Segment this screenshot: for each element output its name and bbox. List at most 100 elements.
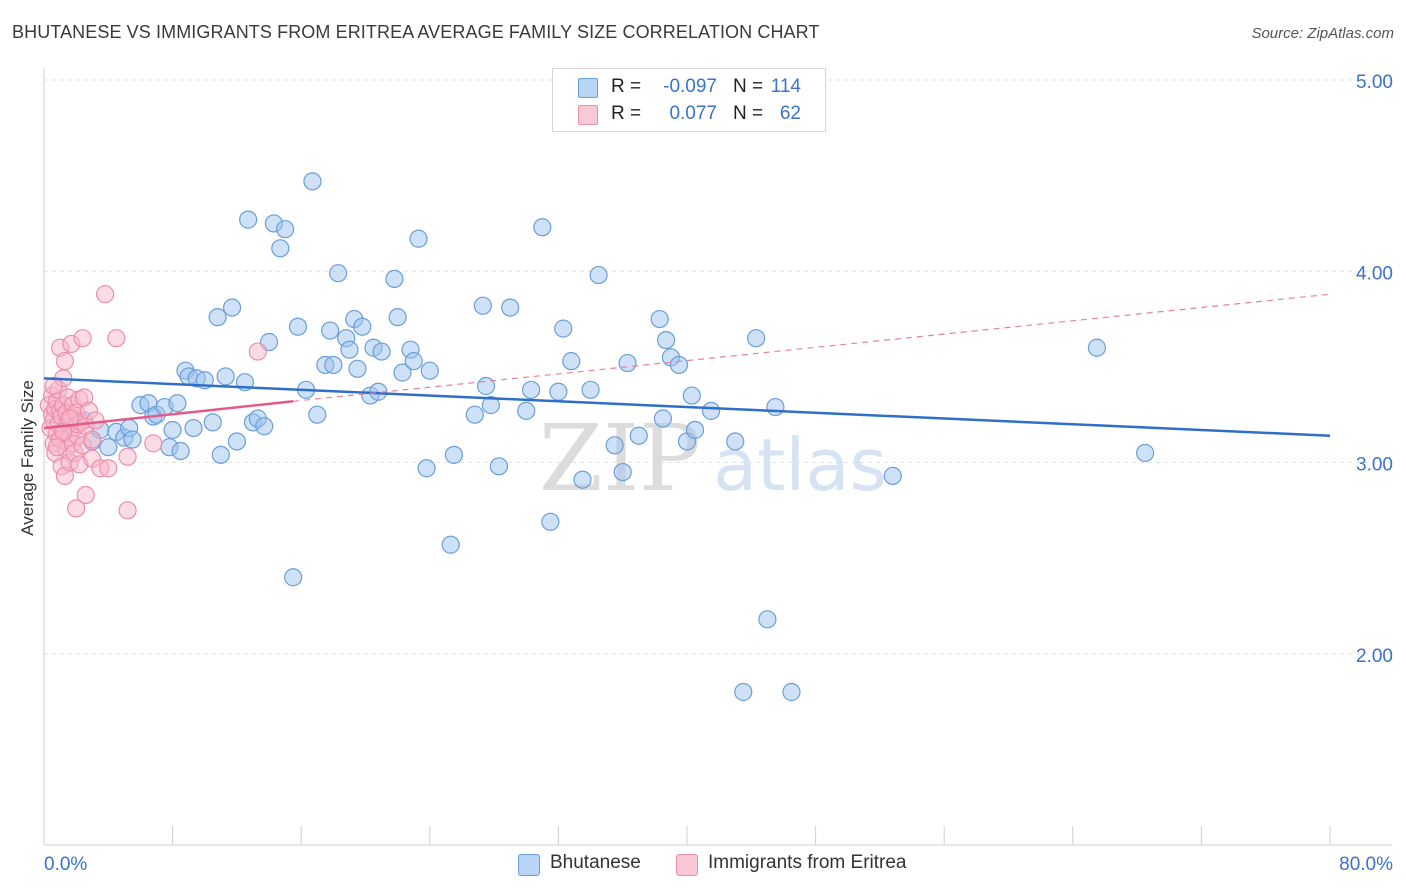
point-eritrea <box>73 329 92 348</box>
axes <box>43 68 1392 846</box>
point-bhutanese <box>682 386 701 405</box>
point-bhutanese <box>541 512 560 531</box>
trend-line-bhutanese <box>43 377 1331 437</box>
legend-r-value: 0.077 <box>669 103 717 124</box>
point-bhutanese <box>581 380 600 399</box>
point-bhutanese <box>629 426 648 445</box>
tick-labels: 2.00 3.00 4.00 5.00 0.0% 80.0% <box>44 72 1393 875</box>
point-bhutanese <box>340 340 359 359</box>
legend-n-label: N = <box>733 103 764 124</box>
point-bhutanese <box>1136 443 1155 463</box>
point-bhutanese <box>329 264 348 283</box>
point-bhutanese <box>184 418 203 438</box>
point-bhutanese <box>657 331 676 350</box>
point-bhutanese <box>521 380 541 399</box>
point-bhutanese <box>372 342 391 361</box>
point-bhutanese <box>669 355 689 375</box>
point-bhutanese <box>99 438 118 457</box>
point-bhutanese <box>444 445 464 464</box>
trend-lines <box>43 293 1331 437</box>
y-tick-label: 3.00 <box>1356 455 1393 476</box>
point-bhutanese <box>288 317 308 336</box>
point-bhutanese <box>303 172 322 191</box>
legend-n-value: 62 <box>779 103 801 124</box>
legend-swatch-eritrea <box>676 854 698 876</box>
point-bhutanese <box>685 420 705 440</box>
point-bhutanese <box>554 319 573 338</box>
trend-line-eritrea <box>43 400 294 430</box>
point-bhutanese <box>549 382 568 401</box>
point-bhutanese <box>203 413 222 432</box>
legend-r-label: R = <box>611 103 642 124</box>
point-bhutanese <box>417 459 436 478</box>
point-eritrea <box>55 352 74 371</box>
point-eritrea <box>83 430 102 449</box>
point-bhutanese <box>441 535 460 554</box>
point-bhutanese <box>324 355 343 375</box>
y-tick-label: 5.00 <box>1356 72 1393 93</box>
point-bhutanese <box>533 218 552 237</box>
point-bhutanese <box>1087 338 1107 357</box>
y-tick-label: 2.00 <box>1356 646 1393 667</box>
point-eritrea <box>144 434 163 453</box>
data-points <box>39 172 1155 702</box>
point-eritrea <box>60 409 79 428</box>
point-bhutanese <box>726 432 745 451</box>
point-bhutanese <box>650 309 669 329</box>
point-bhutanese <box>517 401 536 420</box>
legend-row-eritrea: R = 0.077 N = 62 <box>553 101 825 127</box>
legend-n-value: 114 <box>770 76 801 97</box>
point-bhutanese <box>348 359 367 378</box>
point-bhutanese <box>216 367 235 386</box>
legend-swatch-bhutanese <box>578 78 598 98</box>
point-eritrea <box>67 499 86 518</box>
chart-title: BHUTANESE VS IMMIGRANTS FROM ERITREA AVE… <box>12 22 820 42</box>
point-eritrea <box>44 376 63 396</box>
point-bhutanese <box>883 466 902 485</box>
point-bhutanese <box>476 376 496 396</box>
series-legend: Bhutanese Immigrants from Eritrea <box>0 852 1406 878</box>
point-bhutanese <box>481 396 500 415</box>
point-bhutanese <box>702 401 721 420</box>
x-tick-label-min: 0.0% <box>44 854 87 875</box>
legend-label-eritrea: Immigrants from Eritrea <box>708 852 907 873</box>
point-bhutanese <box>653 409 672 428</box>
point-bhutanese <box>168 394 187 413</box>
point-eritrea <box>107 329 126 348</box>
point-bhutanese <box>163 420 182 440</box>
legend-swatch-eritrea <box>578 105 598 125</box>
point-bhutanese <box>271 239 290 258</box>
point-eritrea <box>118 501 137 520</box>
point-bhutanese <box>618 353 637 373</box>
point-bhutanese <box>385 269 404 288</box>
point-bhutanese <box>589 265 608 285</box>
watermark-zip: ZIP <box>539 405 701 512</box>
point-bhutanese <box>420 361 439 380</box>
point-eritrea <box>99 459 118 478</box>
point-bhutanese <box>501 298 520 317</box>
point-eritrea <box>86 411 105 430</box>
point-eritrea <box>76 485 95 505</box>
legend-n-label: N = <box>733 76 764 97</box>
point-bhutanese <box>489 457 509 476</box>
point-bhutanese <box>782 682 801 702</box>
point-bhutanese <box>409 229 428 248</box>
gridlines <box>44 79 1392 655</box>
point-eritrea <box>95 285 115 304</box>
point-bhutanese <box>605 436 624 455</box>
point-eritrea <box>118 447 137 466</box>
point-eritrea <box>248 342 267 361</box>
point-bhutanese <box>321 321 340 340</box>
point-bhutanese <box>222 298 242 317</box>
point-bhutanese <box>353 317 372 336</box>
x-tick-label-max: 80.0% <box>1339 854 1393 875</box>
legend-row-bhutanese: R = -0.097 N = 114 <box>553 74 825 100</box>
legend-r-value: -0.097 <box>663 76 717 97</box>
correlation-legend: R = -0.097 N = 114 R = 0.077 N = 62 <box>552 68 826 132</box>
point-bhutanese <box>747 329 766 348</box>
legend-r-label: R = <box>611 76 642 97</box>
trend-extension-eritrea <box>293 293 1331 402</box>
point-bhutanese <box>465 405 484 424</box>
point-bhutanese <box>766 397 785 417</box>
